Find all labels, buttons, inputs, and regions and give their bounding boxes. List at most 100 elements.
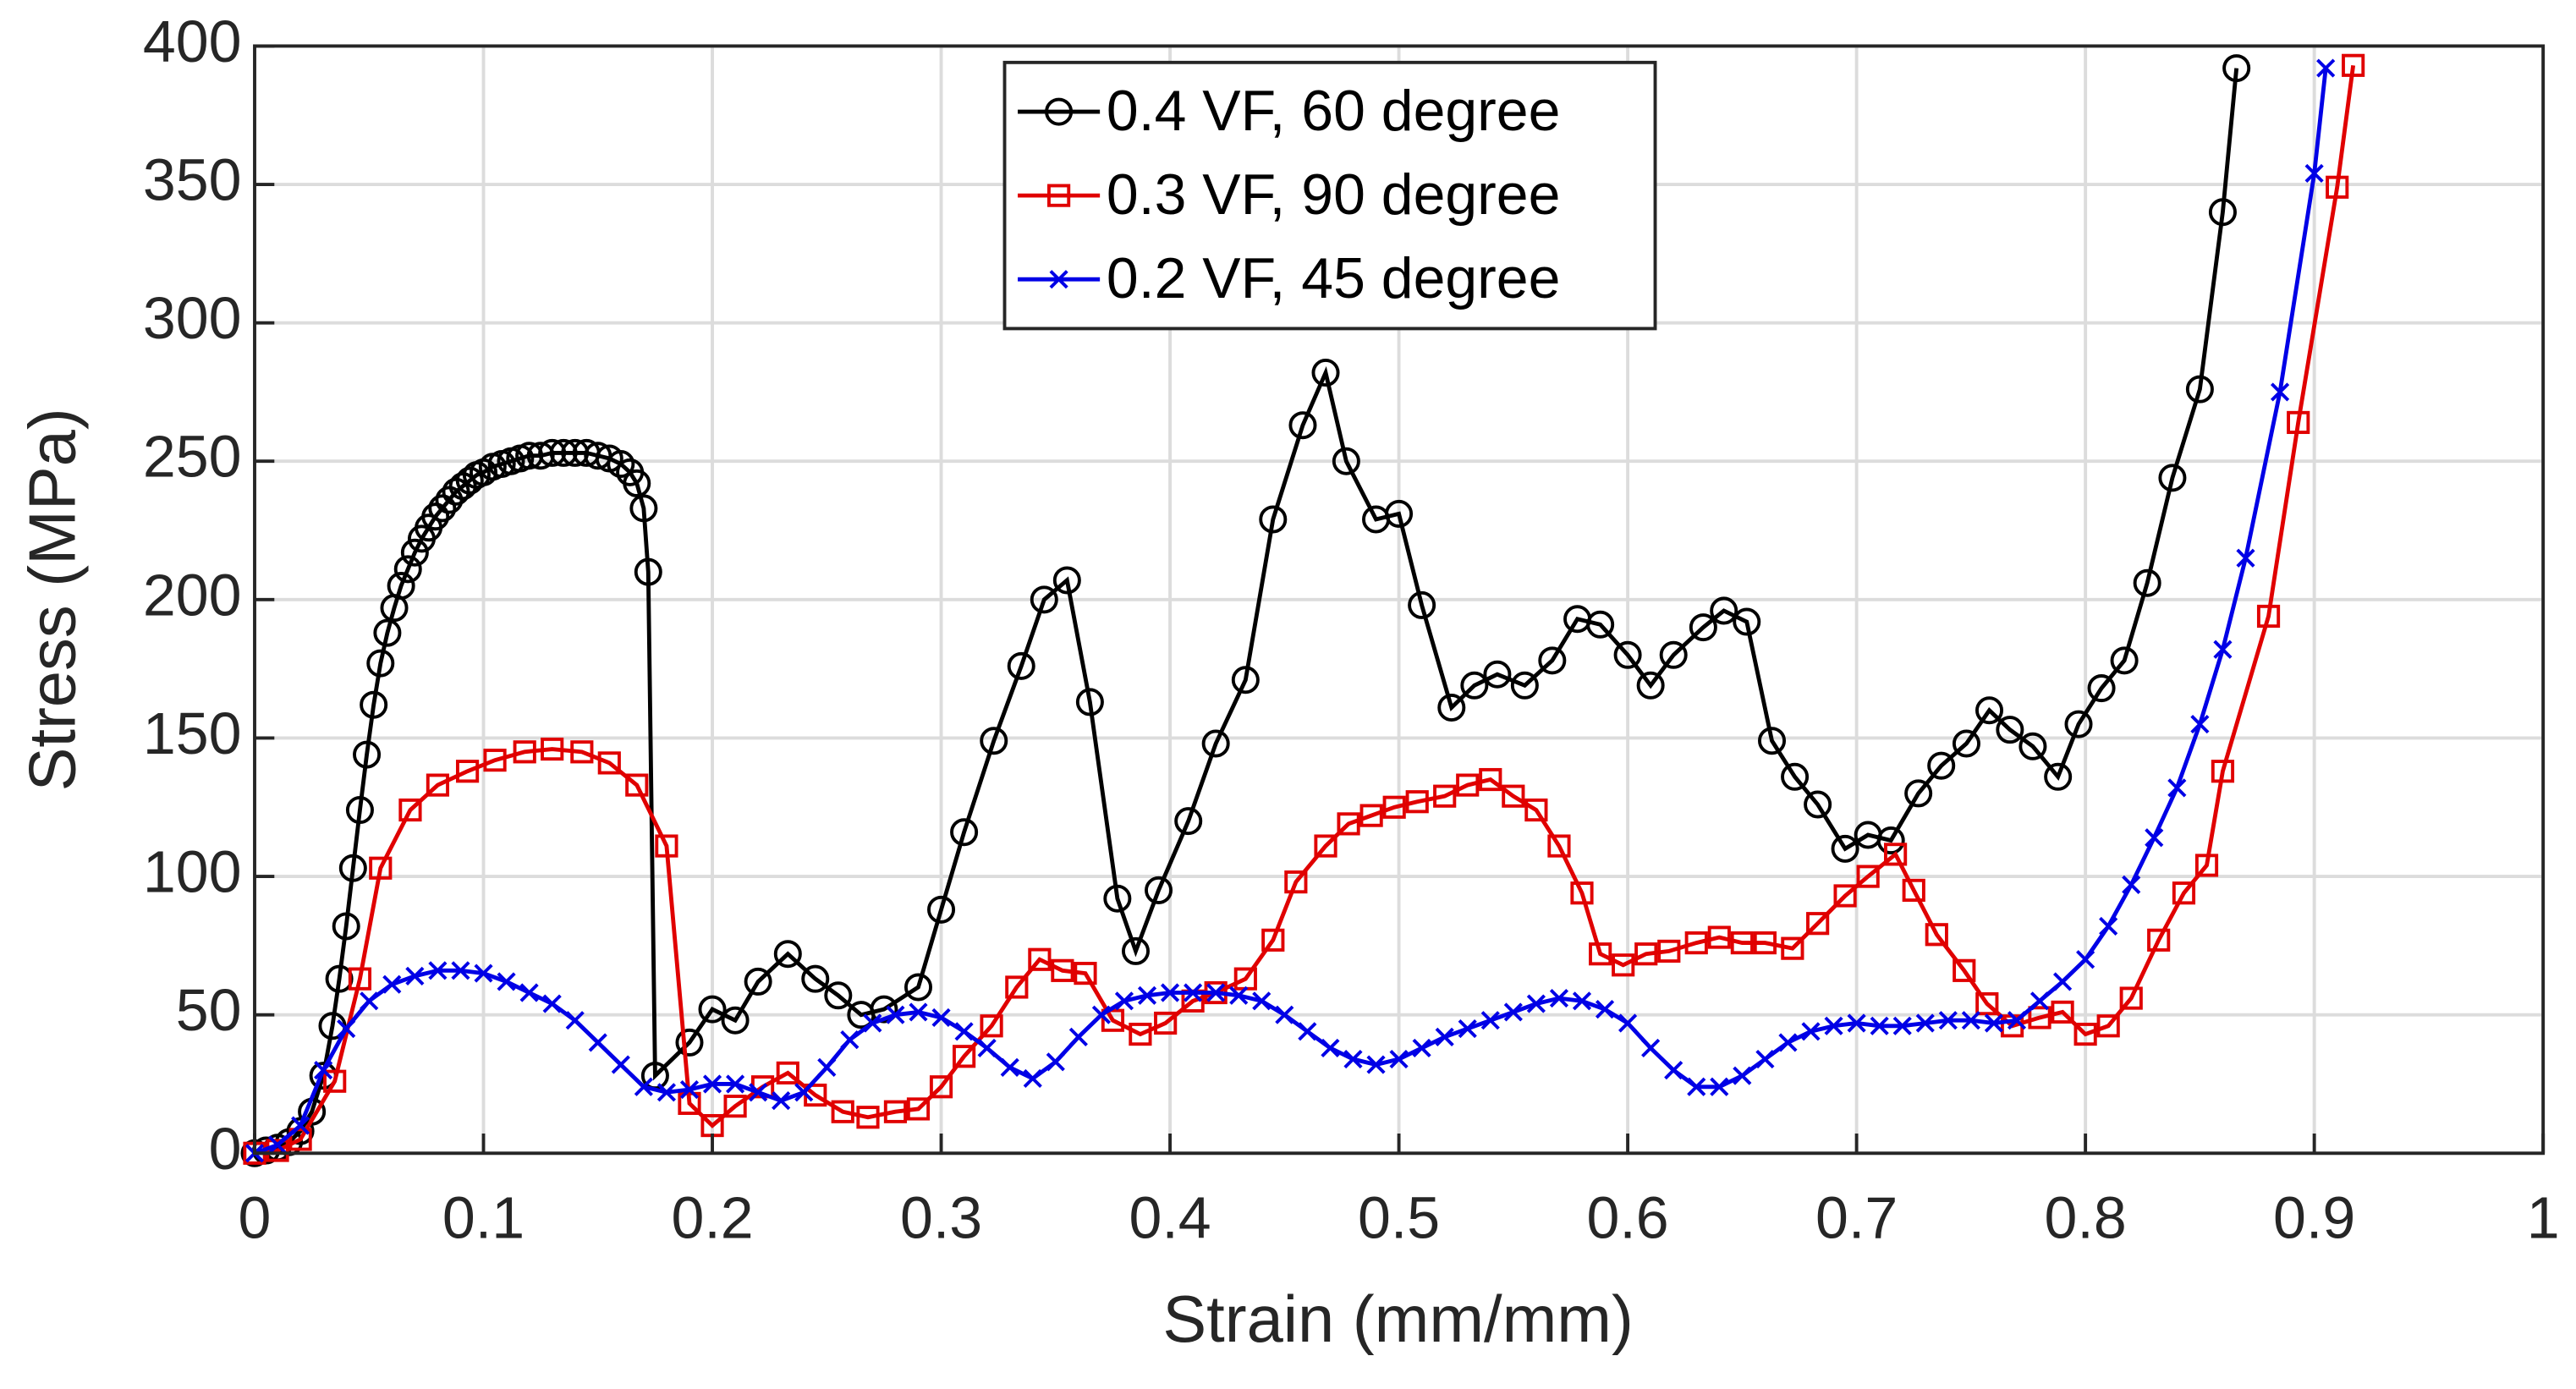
marker (1524, 798, 1548, 822)
marker (1781, 762, 1810, 791)
marker (1915, 1013, 1935, 1033)
marker (2208, 198, 2237, 227)
marker (634, 1077, 653, 1096)
marker (1137, 985, 1157, 1005)
marker (883, 1100, 908, 1123)
marker (538, 438, 567, 467)
marker (1778, 1033, 1798, 1052)
marker (1385, 499, 1414, 528)
marker (1892, 1016, 1912, 1035)
marker (1046, 1052, 1065, 1072)
plot-area (240, 53, 2365, 1167)
marker (863, 1013, 882, 1033)
marker (2064, 710, 2093, 738)
marker (1503, 1002, 1523, 1022)
marker (1114, 991, 1134, 1011)
marker (870, 995, 898, 1024)
marker (1710, 596, 1738, 625)
marker (623, 469, 651, 497)
marker (1856, 865, 1880, 888)
marker (1687, 1077, 1706, 1096)
marker (2073, 1022, 2097, 1046)
y-tick-label: 400 (143, 8, 242, 74)
marker (1321, 1038, 1340, 1058)
marker (656, 1083, 677, 1102)
marker (1876, 826, 1905, 855)
marker (337, 1018, 356, 1039)
marker (1641, 1038, 1661, 1058)
marker (366, 649, 395, 678)
marker (607, 450, 635, 479)
marker (840, 1030, 860, 1050)
marker (588, 1033, 607, 1052)
marker (927, 895, 956, 924)
marker (1460, 671, 1489, 700)
marker (953, 1045, 976, 1068)
marker (1259, 505, 1288, 534)
marker (2019, 732, 2047, 760)
marker (1710, 1077, 1729, 1096)
marker (1613, 640, 1642, 669)
marker (1047, 184, 1071, 207)
marker (398, 798, 422, 822)
legend-label: 0.2 VF, 45 degree (1107, 246, 1560, 310)
marker (2044, 762, 2073, 791)
x-tick-label: 0.7 (1815, 1184, 1898, 1250)
marker (886, 1005, 905, 1024)
marker (1996, 716, 2024, 744)
marker (1154, 1011, 1178, 1035)
marker (801, 964, 830, 993)
marker (1229, 985, 1249, 1005)
marker (726, 1074, 745, 1094)
marker (1884, 843, 1908, 866)
marker (2222, 54, 2251, 83)
marker (1030, 585, 1058, 614)
marker (629, 494, 658, 523)
y-tick-label: 50 (176, 977, 242, 1043)
marker (426, 773, 450, 797)
x-tick-label: 0.9 (2273, 1184, 2355, 1250)
marker (611, 1055, 630, 1074)
marker (625, 773, 649, 797)
marker (353, 740, 382, 769)
marker (1870, 1016, 1889, 1035)
marker (794, 1083, 814, 1102)
marker (1052, 566, 1081, 595)
ticks: 0 0.1 0.2 0.3 0.4 0.5 0.6 0.7 0.8 0.9 1 0 50 100 150 20… (143, 8, 2560, 1250)
marker (1733, 607, 1761, 636)
marker (1288, 411, 1317, 440)
marker (980, 727, 1008, 755)
marker (1051, 958, 1074, 982)
marker (904, 973, 933, 1002)
marker (1904, 779, 1933, 808)
marker (1549, 988, 1569, 1008)
marker (1343, 1049, 1363, 1069)
legend-label: 0.3 VF, 90 degree (1107, 162, 1560, 227)
marker (483, 749, 507, 772)
marker (929, 1075, 953, 1099)
marker (2172, 881, 2196, 905)
marker (1927, 751, 1956, 780)
marker (1433, 784, 1457, 808)
x-axis-label: Strain (mm/mm) (1162, 1283, 1634, 1356)
marker (1902, 878, 1925, 903)
marker (1231, 666, 1260, 694)
marker (455, 466, 484, 495)
marker (1547, 834, 1571, 858)
y-tick-label: 100 (143, 839, 242, 905)
marker (1456, 773, 1480, 797)
marker (1382, 795, 1406, 819)
x-tick-label: 0.2 (671, 1184, 753, 1250)
marker (634, 557, 662, 586)
marker (373, 618, 402, 647)
marker (387, 571, 415, 600)
marker (723, 1095, 747, 1118)
marker (2051, 1000, 2074, 1024)
marker (1925, 923, 1948, 947)
marker (1618, 1013, 1638, 1033)
marker (1045, 97, 1074, 126)
marker (1284, 870, 1308, 894)
marker (1337, 812, 1360, 836)
marker (1938, 1011, 1958, 1030)
